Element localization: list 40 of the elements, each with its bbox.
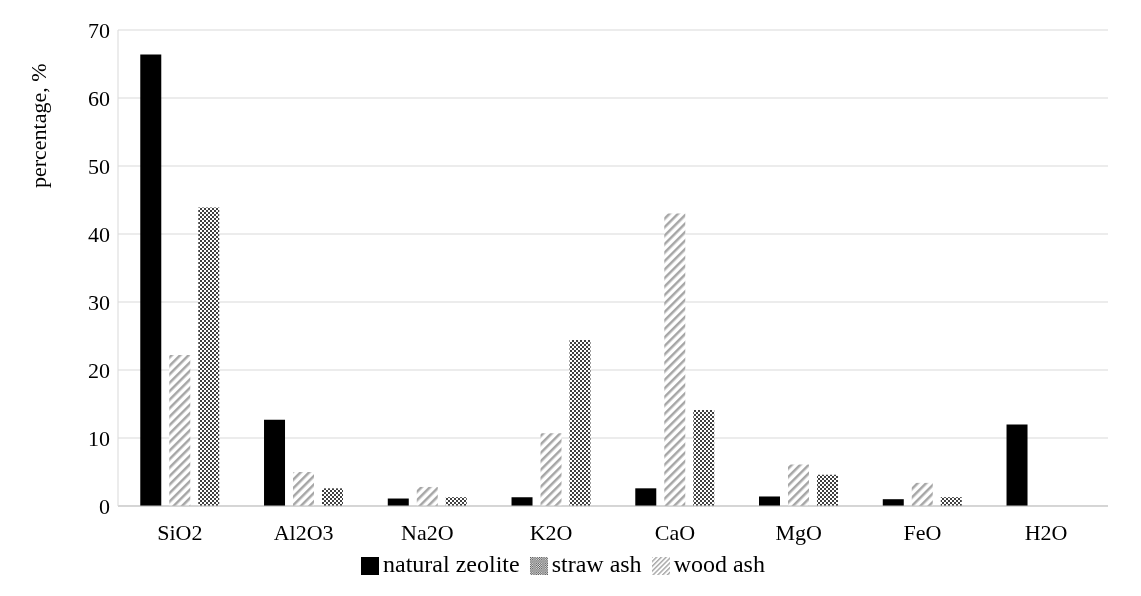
bar <box>198 207 220 506</box>
x-tick-label: FeO <box>903 519 942 545</box>
x-tick-label: K2O <box>529 519 573 545</box>
bar <box>1006 424 1028 506</box>
x-tick-label: MgO <box>775 519 822 545</box>
bar <box>416 486 438 506</box>
x-tick-label: SiO2 <box>157 519 203 545</box>
y-tick-label: 10 <box>88 425 110 451</box>
x-tick-label: Na2O <box>401 519 454 545</box>
y-tick-label: 50 <box>88 153 110 179</box>
bar <box>759 496 781 506</box>
bar <box>940 497 962 506</box>
bar <box>788 464 810 506</box>
x-tick-label: CaO <box>654 519 696 545</box>
legend-label: natural zeolite <box>383 551 520 577</box>
bar <box>264 419 286 506</box>
bar <box>445 497 467 506</box>
bar <box>293 472 315 506</box>
x-tick-label: Al2O3 <box>273 519 334 545</box>
bar <box>911 482 933 506</box>
y-tick-label: 40 <box>88 221 110 247</box>
bar <box>169 355 191 506</box>
bar <box>540 433 562 506</box>
bar <box>511 497 533 506</box>
bar <box>322 488 344 506</box>
y-tick-label: 60 <box>88 85 110 111</box>
y-tick-label: 30 <box>88 289 110 315</box>
y-tick-label: 70 <box>88 17 110 43</box>
bar <box>693 410 715 506</box>
y-tick-label: 0 <box>99 493 110 519</box>
x-tick-label: H2O <box>1024 519 1068 545</box>
legend-label: wood ash <box>673 551 765 577</box>
y-tick-label: 20 <box>88 357 110 383</box>
legend-label: straw ash <box>551 551 642 577</box>
y-axis-title: percentage, % <box>25 63 51 188</box>
bar <box>664 213 686 506</box>
bar <box>140 54 162 506</box>
bar <box>817 474 839 506</box>
bar <box>635 488 657 506</box>
bar <box>569 340 591 506</box>
